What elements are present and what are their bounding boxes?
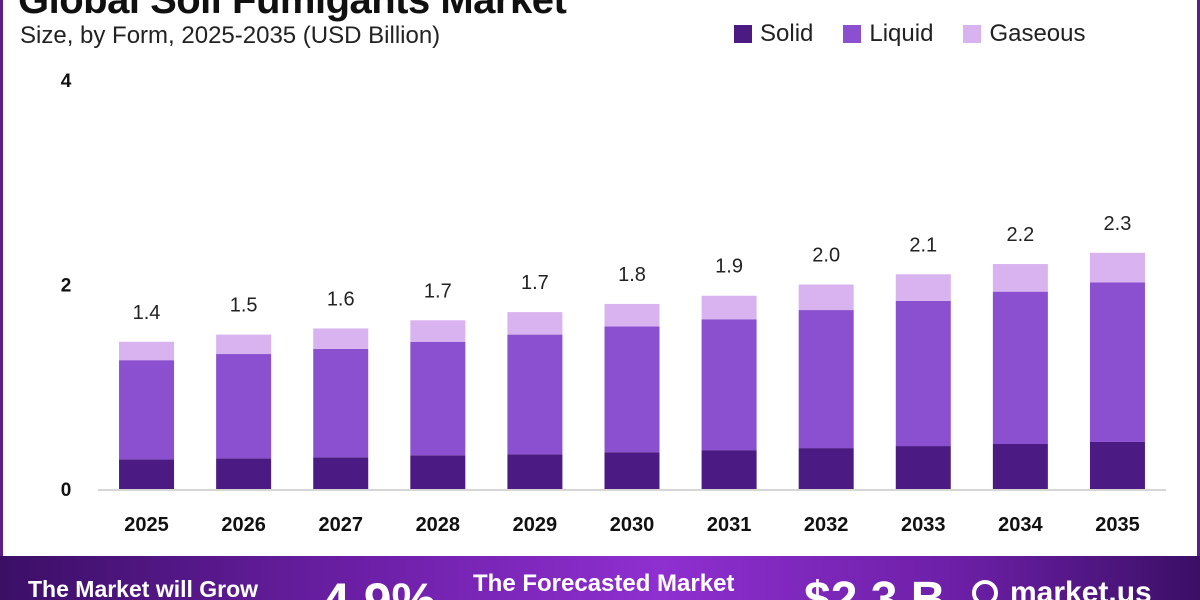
legend-label-liquid: Liquid <box>869 20 934 47</box>
bar-segment-solid <box>992 444 1048 489</box>
bar-segment-liquid <box>119 360 175 460</box>
x-tick-label: 2031 <box>707 514 752 536</box>
legend-swatch-liquid <box>843 25 862 43</box>
logo-icon <box>972 580 998 600</box>
x-tick-label: 2027 <box>318 514 363 536</box>
legend-label-solid: Solid <box>760 20 814 47</box>
legend: Solid Liquid Gaseous <box>734 20 1116 48</box>
bar-segment-liquid <box>216 354 272 459</box>
bar-segment-liquid <box>798 310 854 449</box>
bar-segment-solid <box>701 450 757 489</box>
chart-subtitle: Size, by Form, 2025-2035 (USD Billion) <box>20 22 441 49</box>
bar-segment-gaseous <box>216 334 272 355</box>
bar-total-label: 1.5 <box>230 295 258 317</box>
brand-logo: market.us <box>972 576 1152 600</box>
bar-total-label: 2.0 <box>812 245 840 267</box>
bar-total-label: 1.8 <box>618 264 646 286</box>
x-tick-label: 2029 <box>513 514 558 536</box>
bar-segment-gaseous <box>1089 252 1145 283</box>
y-tick-label: 4 <box>61 71 72 92</box>
bar-total-label: 2.1 <box>909 234 937 256</box>
bar-segment-liquid <box>507 334 563 455</box>
bar-segment-liquid <box>410 341 466 456</box>
bar-segment-gaseous <box>313 328 369 349</box>
bar-total-label: 2.2 <box>1006 224 1034 246</box>
x-tick-label: 2033 <box>901 514 946 536</box>
x-tick-label: 2026 <box>221 514 266 536</box>
bar-segment-liquid <box>313 348 369 458</box>
bar-segment-solid <box>119 459 175 489</box>
bar-segment-liquid <box>604 326 660 453</box>
bar-segment-gaseous <box>895 274 951 301</box>
bar-segment-liquid <box>1089 282 1145 442</box>
bar-segment-gaseous <box>798 284 854 311</box>
legend-swatch-solid <box>734 25 752 43</box>
x-tick-label: 2025 <box>124 514 169 536</box>
bar-segment-liquid <box>701 319 757 451</box>
bar-segment-solid <box>1089 441 1145 489</box>
legend-item-gaseous: Gaseous <box>963 20 1086 48</box>
x-tick-label: 2035 <box>1095 514 1140 536</box>
bar-total-label: 2.3 <box>1104 213 1132 235</box>
x-tick-label: 2032 <box>804 514 849 536</box>
legend-label-gaseous: Gaseous <box>989 20 1086 47</box>
x-tick-label: 2028 <box>416 514 461 536</box>
bar-total-label: 1.7 <box>521 272 549 294</box>
bar-segment-gaseous <box>701 295 757 320</box>
banner-grow-text: The Market will Grow <box>28 576 259 600</box>
bar-segment-solid <box>410 455 466 489</box>
bar-segment-gaseous <box>507 312 563 335</box>
stacked-bar-chart: 0 2 4 1.4 2025 1.5 2026 1.6 2027 1.7 2028 1.7 2029 1.… <box>61 71 1166 536</box>
bar-total-label: 1.9 <box>715 256 743 278</box>
y-tick-label: 2 <box>61 276 72 297</box>
banner-growth-rate: 4.9% <box>322 572 436 600</box>
bar-segment-gaseous <box>604 303 660 327</box>
x-tick-label: 2034 <box>998 514 1043 536</box>
bar-total-label: 1.6 <box>327 288 355 310</box>
legend-item-liquid: Liquid <box>843 20 933 48</box>
bar-total-label: 1.4 <box>133 302 161 324</box>
chart-title: Global Soil Fumigants Market <box>18 0 567 22</box>
bar-segment-solid <box>798 448 854 489</box>
logo-text: market.us <box>1010 576 1152 600</box>
bar-segment-solid <box>895 446 951 489</box>
bar-segment-gaseous <box>992 264 1048 292</box>
bar-segment-solid <box>507 454 563 489</box>
summary-banner: The Market will Grow 4.9% The Forecasted… <box>0 556 1200 600</box>
banner-forecast-value: $2.3 B <box>804 573 946 600</box>
legend-item-solid: Solid <box>734 20 813 48</box>
bar-segment-solid <box>216 458 272 489</box>
y-tick-label: 0 <box>61 480 72 501</box>
legend-swatch-gaseous <box>963 25 982 43</box>
banner-forecast-text: The Forecasted Market <box>473 570 735 597</box>
bar-total-label: 1.7 <box>424 280 452 302</box>
bar-segment-solid <box>313 457 369 489</box>
bar-segment-liquid <box>992 291 1048 445</box>
bar-segment-gaseous <box>119 341 175 361</box>
bar-segment-liquid <box>895 300 951 447</box>
bar-segment-gaseous <box>410 320 466 342</box>
bar-segment-solid <box>604 452 660 489</box>
x-tick-label: 2030 <box>610 514 655 536</box>
